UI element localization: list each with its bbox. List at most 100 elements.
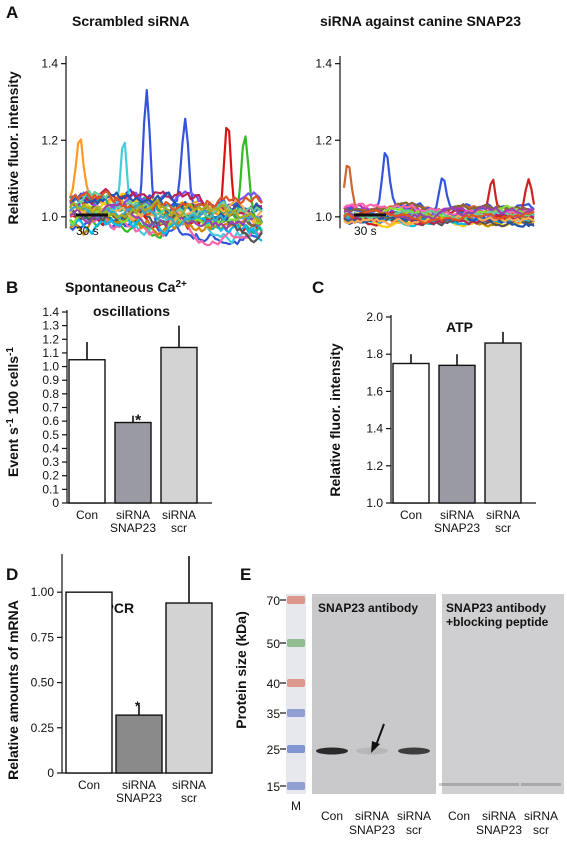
traces — [342, 152, 536, 229]
lane-label: Con — [321, 809, 343, 823]
y-tick-label: 2.0 — [366, 310, 383, 324]
trace-22 — [343, 209, 535, 225]
y-tick-label: 0.7 — [42, 401, 59, 415]
protein-band — [316, 747, 348, 755]
lane-label: siRNA — [355, 809, 389, 823]
marker-lane-label: M — [291, 799, 301, 813]
marker-size-label: 70 — [267, 594, 281, 608]
marker-band — [287, 782, 305, 790]
category-label: siRNA — [486, 508, 520, 522]
protein-band — [398, 747, 430, 755]
y-tick-label: 0.75 — [31, 630, 55, 644]
y-tick-label: 0.8 — [42, 387, 59, 401]
blot-membrane-1 — [312, 594, 436, 794]
blot-title-line1: SNAP23 antibody — [446, 601, 546, 615]
y-tick-label: 1.00 — [31, 585, 55, 599]
lane-label: siRNA — [524, 809, 558, 823]
bar-3 — [160, 346, 198, 504]
y-tick-label: 1.8 — [366, 347, 383, 361]
y-tick-label: 0.3 — [42, 455, 59, 469]
y-axis-label: Protein size (kDa) — [233, 611, 249, 728]
panel-c: C ATP Relative fluor. intensity 1.0 1.2 1.4 1.… — [312, 278, 536, 535]
category-label: Con — [78, 778, 100, 792]
y-tick-label: 1.0 — [315, 210, 332, 224]
lane-label: siRNA — [397, 809, 431, 823]
lane-label: scr — [533, 823, 549, 837]
scale-bar-label: 30 s — [354, 224, 377, 238]
protein-band — [439, 783, 479, 786]
panel-letter-a: A — [6, 3, 18, 22]
y-tick-label: 0.25 — [31, 721, 55, 735]
text-span: Event s — [5, 427, 21, 477]
y-tick-label: 0.1 — [42, 482, 59, 496]
panel-letter-d: D — [6, 565, 18, 584]
trace-2 — [69, 126, 263, 234]
blot-membrane-2 — [442, 594, 564, 794]
category-label: scr — [181, 791, 197, 805]
marker-band — [287, 639, 305, 647]
scale-bar-label: 30 s — [76, 224, 99, 238]
y-tick-label: 1.2 — [41, 133, 58, 147]
category-label: SNAP23 — [434, 521, 480, 535]
category-label: Con — [76, 508, 98, 522]
category-label: siRNA — [162, 508, 196, 522]
bar-2 — [438, 364, 476, 504]
category-label: SNAP23 — [110, 521, 156, 535]
y-tick-label: 1.3 — [42, 319, 59, 333]
panel-title: ATP — [446, 319, 473, 335]
significance-marker: * — [135, 698, 141, 713]
text-span: -1 — [5, 347, 16, 356]
marker-lane — [286, 594, 306, 794]
y-tick-label: 0.2 — [42, 469, 59, 483]
panel-letter-e: E — [240, 565, 251, 584]
protein-band — [521, 783, 561, 786]
marker-band — [287, 709, 305, 717]
bar-2 — [114, 421, 152, 504]
y-tick-label: 0 — [52, 496, 59, 510]
bar-2 — [115, 714, 163, 774]
y-tick-label: 0.5 — [42, 428, 59, 442]
panel-e: E Protein size (kDa) 70 50 40 35 25 15 M SNAP23 a… — [233, 565, 564, 837]
panel-letter-c: C — [312, 278, 324, 297]
category-label: siRNA — [440, 508, 474, 522]
trace-22 — [69, 190, 263, 216]
y-axis-label: Relative fluor. intensity — [5, 71, 21, 224]
lane-label: scr — [406, 823, 422, 837]
y-tick-label: 1.2 — [42, 332, 59, 346]
panel-title-line2: oscillations — [93, 303, 170, 319]
category-label: siRNA — [116, 508, 150, 522]
bar-1 — [68, 359, 106, 504]
panel-title: Scrambled siRNA — [72, 13, 189, 29]
text-span: -1 — [5, 418, 16, 427]
marker-band — [287, 596, 305, 604]
y-tick-label: 1.4 — [366, 422, 383, 436]
lane-label: SNAP23 — [349, 823, 395, 837]
category-label: Con — [400, 508, 422, 522]
bar-3 — [165, 602, 213, 774]
bar-3 — [484, 342, 522, 504]
marker-size-label: 40 — [267, 677, 281, 691]
text-span: Spontaneous Ca — [65, 279, 176, 295]
y-tick-label: 1.1 — [42, 346, 59, 360]
panel-title: Spontaneous Ca2+ — [65, 279, 187, 296]
marker-band — [287, 745, 305, 753]
y-tick-label: 0.50 — [31, 676, 55, 690]
traces — [68, 88, 263, 247]
significance-marker: * — [135, 413, 142, 430]
marker-size-label: 25 — [267, 743, 281, 757]
y-tick-label: 0.4 — [42, 441, 59, 455]
y-tick-label: 1.2 — [315, 133, 332, 147]
marker-size-label: 15 — [267, 780, 281, 794]
y-tick-label: 0 — [47, 766, 54, 780]
blot-title-line2: +blocking peptide — [446, 615, 549, 629]
marker-size-label: 35 — [267, 707, 281, 721]
y-axis-label: Event s-1 100 cells-1 — [5, 347, 22, 477]
lane-label: SNAP23 — [476, 823, 522, 837]
category-label: scr — [495, 521, 511, 535]
bar-1 — [392, 362, 430, 504]
y-tick-label: 1.4 — [41, 57, 58, 71]
trace-19 — [69, 198, 263, 225]
